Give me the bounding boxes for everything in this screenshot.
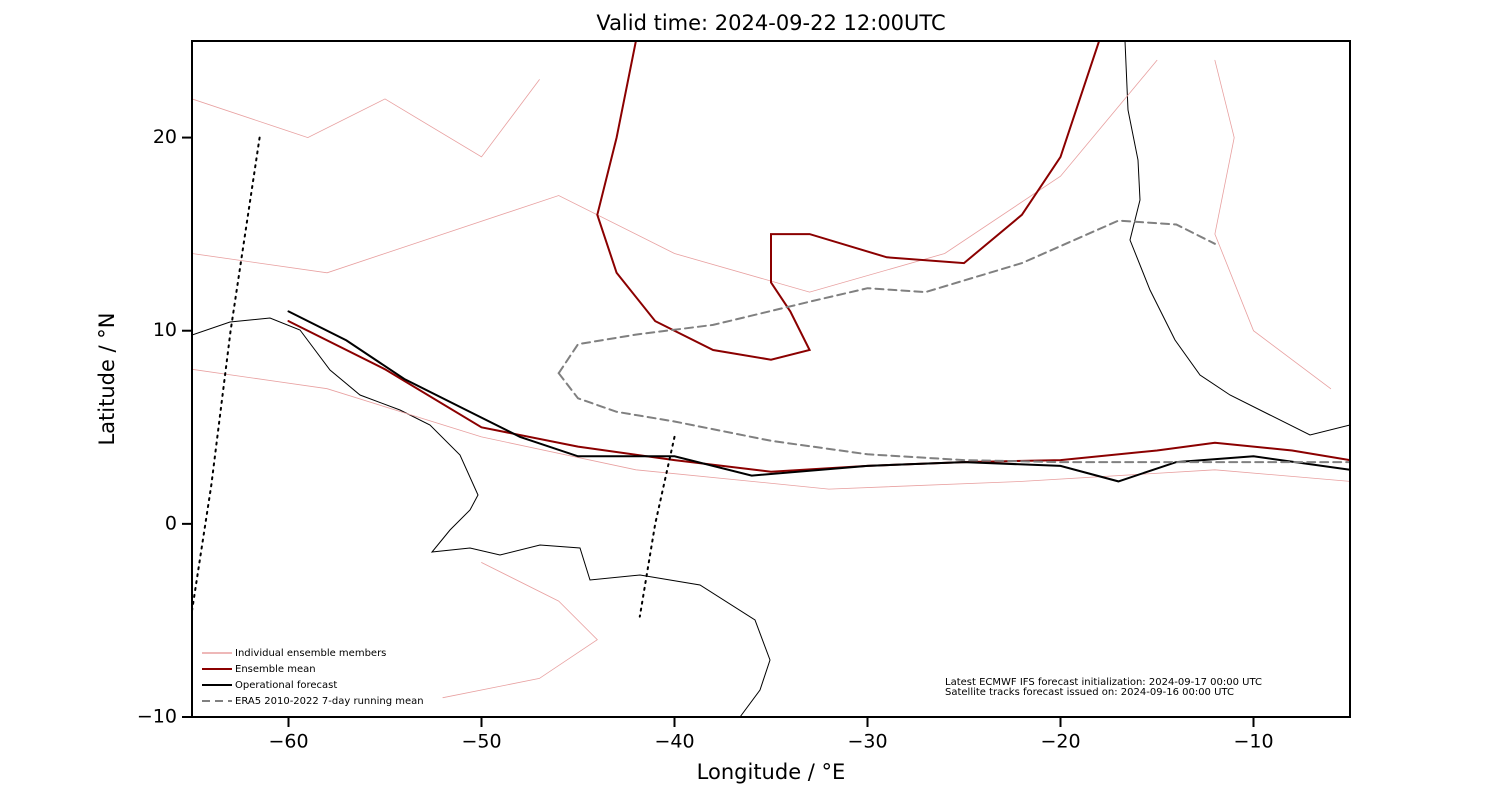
legend-label: Individual ensemble members xyxy=(235,648,386,659)
y-axis-label: Latitude / °N xyxy=(95,312,119,445)
annotation: Latest ECMWF IFS forecast initialization… xyxy=(945,677,1262,688)
x-tick-label: −10 xyxy=(1233,731,1273,753)
satellite-track xyxy=(192,136,261,612)
contour-line xyxy=(557,219,1216,375)
x-tick-label: −40 xyxy=(654,731,694,753)
x-tick-label: −20 xyxy=(1040,731,1080,753)
x-tick-label: −50 xyxy=(461,731,501,753)
contour-line xyxy=(1214,59,1332,390)
contour-line xyxy=(287,320,1350,473)
coastline xyxy=(192,317,771,717)
contour-line xyxy=(192,59,1158,293)
coastline xyxy=(1124,41,1350,436)
coastlines xyxy=(192,41,1350,717)
legend-label: Operational forecast xyxy=(235,680,337,691)
x-tick-label: −60 xyxy=(268,731,308,753)
contour-line xyxy=(192,79,540,158)
satellite-track xyxy=(638,435,676,618)
contour-line xyxy=(442,562,598,699)
plot-frame xyxy=(191,40,1351,718)
chart-title: Valid time: 2024-09-22 12:00UTC xyxy=(596,11,945,35)
x-tick-label: −30 xyxy=(847,731,887,753)
y-tick-label: 10 xyxy=(153,319,177,341)
x-axis-label: Longitude / °E xyxy=(697,760,846,784)
y-tick-label: 0 xyxy=(165,512,177,534)
contour-line xyxy=(557,372,1350,464)
contour-line xyxy=(192,368,1350,490)
y-tick-label: 20 xyxy=(153,126,177,148)
contour-line xyxy=(596,41,1101,361)
legend-label: Ensemble mean xyxy=(235,664,316,675)
contour-line xyxy=(287,310,1350,483)
plot-area xyxy=(192,41,1350,699)
annotation: Satellite tracks forecast issued on: 202… xyxy=(945,687,1234,698)
legend-label: ERA5 2010-2022 7-day running mean xyxy=(235,696,424,707)
y-tick-label: −10 xyxy=(137,706,177,728)
